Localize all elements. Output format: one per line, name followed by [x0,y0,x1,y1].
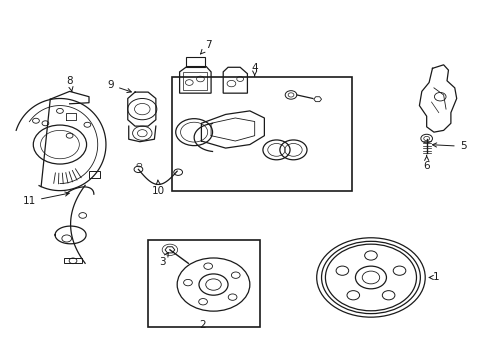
Text: 4: 4 [251,63,258,76]
Bar [183,72,207,90]
Text: 6: 6 [423,155,430,171]
Text: 3: 3 [159,252,169,266]
Bar [89,171,99,178]
Bar [172,77,352,191]
Text: 1: 1 [429,273,440,283]
Text: 5: 5 [433,141,466,151]
Bar [186,57,205,67]
Text: 2: 2 [199,320,206,330]
Bar [148,240,260,327]
Text: 7: 7 [200,40,212,54]
Text: 9: 9 [107,80,131,93]
Text: 8: 8 [66,76,73,91]
Bar [64,258,82,263]
Text: 10: 10 [152,180,165,195]
Text: 11: 11 [23,192,69,206]
